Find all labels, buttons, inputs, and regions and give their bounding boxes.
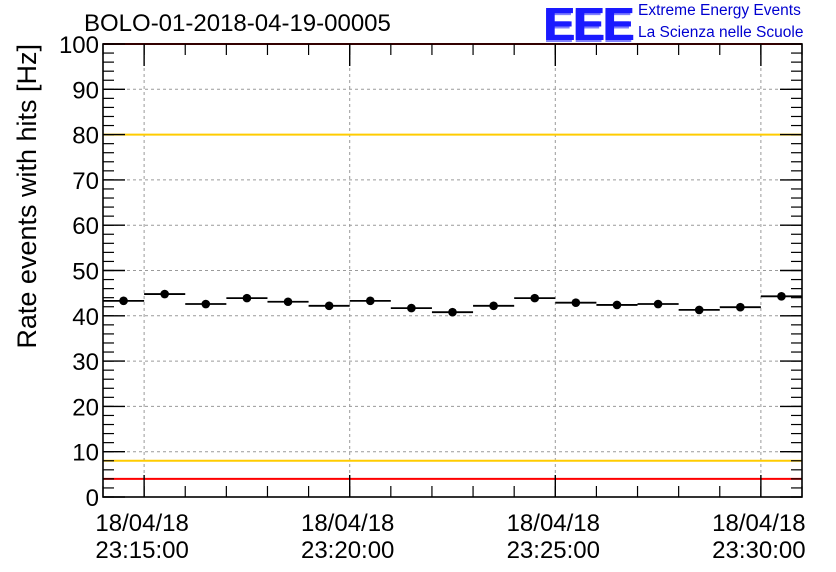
chart-title: BOLO-01-2018-04-19-00005	[84, 10, 391, 37]
data-point	[571, 298, 581, 307]
data-point	[736, 302, 745, 312]
grid-lines	[103, 44, 802, 497]
x-tick-time-label: 23:15:00	[95, 537, 188, 564]
y-tick-label: 80	[72, 123, 99, 150]
y-tick-label: 100	[59, 32, 99, 59]
axis-labels: 010203040506070809010018/04/1823:15:0018…	[12, 32, 806, 564]
logo-line-1: Extreme Energy Events	[638, 2, 801, 19]
data-point	[283, 297, 293, 307]
data-point	[530, 293, 540, 303]
y-tick-label: 50	[72, 259, 99, 286]
data-point	[407, 303, 416, 313]
x-tick-time-label: 23:25:00	[507, 537, 600, 564]
x-tick-date-label: 18/04/18	[507, 510, 600, 537]
logo-line-2: La Scienza nelle Scuole	[638, 24, 804, 41]
data-point	[653, 299, 663, 309]
data-point	[612, 300, 622, 310]
data-point	[160, 289, 169, 299]
y-tick-label: 20	[72, 394, 99, 421]
data-point	[324, 301, 334, 311]
y-tick-label: 90	[72, 77, 99, 104]
data-point	[489, 301, 498, 311]
x-tick-date-label: 18/04/18	[301, 510, 394, 537]
data-point	[694, 305, 704, 315]
threshold-lines	[103, 43, 802, 480]
y-tick-label: 40	[72, 304, 99, 331]
eee-logo: EEE	[543, 0, 633, 50]
data-point	[201, 299, 211, 309]
y-tick-label: 60	[72, 213, 99, 240]
x-tick-time-label: 23:20:00	[301, 537, 394, 564]
data-points	[103, 289, 802, 317]
data-point	[365, 296, 375, 306]
y-tick-label: 30	[72, 349, 99, 376]
x-tick-time-label: 23:30:00	[712, 537, 805, 564]
x-tick-date-label: 18/04/18	[712, 510, 805, 537]
data-point	[448, 307, 457, 317]
y-tick-label: 10	[72, 440, 99, 467]
data-point	[119, 296, 128, 306]
data-point	[777, 292, 786, 301]
y-tick-label: 0	[86, 485, 99, 512]
data-point	[242, 293, 252, 303]
y-tick-label: 70	[72, 168, 99, 195]
x-tick-date-label: 18/04/18	[95, 510, 188, 537]
y-axis-title: Rate events with hits [Hz]	[12, 44, 42, 349]
axis-ticks	[102, 43, 803, 498]
